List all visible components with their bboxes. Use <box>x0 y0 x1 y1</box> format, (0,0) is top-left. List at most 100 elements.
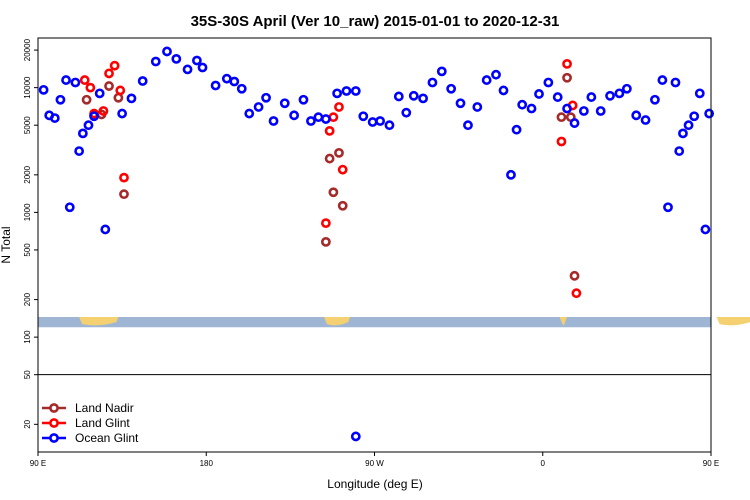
ocean-glint-point <box>650 94 660 105</box>
ocean-glint-point <box>162 46 172 57</box>
ocean-glint-point <box>137 76 148 86</box>
y-tick-label: 200 <box>23 292 32 306</box>
land-nadir-point <box>119 189 129 200</box>
ocean-glint-point <box>586 92 597 102</box>
ocean-glint-point <box>657 75 668 85</box>
x-tick-label: 0 <box>541 459 546 468</box>
ocean-glint-point <box>506 169 516 180</box>
y-tick-label: 500 <box>23 243 32 257</box>
ocean-glint-point <box>221 73 232 84</box>
land-glint-point <box>562 58 572 69</box>
ocean-glint-point <box>77 128 88 139</box>
ocean-glint-point <box>491 69 501 80</box>
ocean-glint-point <box>418 93 429 104</box>
y-tick-label: 5000 <box>23 116 32 134</box>
ocean-glint-point <box>298 94 309 105</box>
land-glint-point <box>334 102 344 112</box>
ocean-glint-point <box>552 92 563 102</box>
ocean-glint-point <box>279 98 290 109</box>
y-tick-label: 100 <box>23 330 32 344</box>
ocean-glint-point <box>543 77 554 88</box>
ocean-glint-point <box>49 113 60 123</box>
ocean-glint-point <box>306 116 316 126</box>
land-glint-point <box>115 85 126 96</box>
legend-marker-ocean-glint <box>49 433 59 443</box>
ocean-glint-point <box>408 90 419 101</box>
ocean-glint-point <box>670 77 681 88</box>
ocean-glint-point <box>498 85 509 96</box>
land-glint-point <box>85 82 96 93</box>
ocean-glint-point <box>61 75 71 85</box>
land-nadir-point <box>104 81 114 91</box>
ocean-glint-point <box>436 66 447 77</box>
land-nadir-point <box>324 153 335 164</box>
ocean-glint-point <box>595 106 606 116</box>
ocean-glint-point <box>614 88 625 99</box>
ocean-glint-point <box>197 62 208 73</box>
legend-label-land-nadir: Land Nadir <box>75 401 134 415</box>
ocean-glint-point <box>350 86 361 96</box>
y-tick-label: 10000 <box>23 76 32 99</box>
land-glint-point <box>119 172 129 183</box>
ocean-glint-point <box>341 86 352 96</box>
ocean-glint-point <box>210 80 221 91</box>
ocean-glint-point <box>631 110 642 121</box>
ocean-glint-point <box>117 108 128 119</box>
land-nadir-point <box>556 112 567 123</box>
ocean-glint-point <box>100 224 111 235</box>
data-marks <box>38 46 715 442</box>
ocean-glint-point <box>350 431 361 442</box>
chart-title: 35S-30S April (Ver 10_raw) 2015-01-01 to… <box>191 13 560 30</box>
legend-label-ocean-glint: Ocean Glint <box>75 431 139 445</box>
ocean-glint-point <box>320 114 331 124</box>
y-tick-label: 2000 <box>23 165 32 183</box>
y-tick-label: 50 <box>23 370 32 379</box>
ocean-glint-point <box>70 77 81 88</box>
land-glint-point <box>320 218 331 229</box>
ocean-glint-point <box>455 98 466 109</box>
ocean-glint-point <box>704 108 715 119</box>
ocean-glint-point <box>578 106 589 116</box>
ocean-glint-point <box>569 118 580 128</box>
ocean-glint-point <box>332 88 343 99</box>
ocean-glint-point <box>367 117 378 127</box>
land-nadir-point <box>562 72 572 83</box>
land-nadir-point <box>81 94 92 105</box>
ocean-glint-point <box>289 110 300 121</box>
ocean-glint-point <box>38 84 49 95</box>
ocean-glint-point <box>511 124 522 135</box>
ocean-glint-point <box>74 146 85 156</box>
land-glint-point <box>337 164 348 175</box>
ocean-glint-point <box>192 55 202 66</box>
x-tick-label: 90 E <box>30 459 46 468</box>
x-tick-label: 90 W <box>365 459 384 468</box>
x-tick-label: 180 <box>200 459 214 468</box>
ocean-glint-point <box>375 116 386 126</box>
ocean-glint-point <box>640 115 651 125</box>
y-tick-label: 1000 <box>23 203 32 221</box>
land-glint-point <box>328 112 339 123</box>
ocean-glint-point <box>700 224 711 235</box>
ocean-glint-point <box>517 99 528 110</box>
ocean-glint-point <box>244 108 255 119</box>
ocean-glint-point <box>621 83 632 94</box>
y-tick-label: 20000 <box>23 38 32 61</box>
ocean-glint-point <box>150 56 161 67</box>
ocean-glint-point <box>55 94 66 105</box>
south-america-land <box>324 317 351 326</box>
ocean-glint-point <box>689 111 700 122</box>
ocean-glint-point <box>427 77 438 88</box>
ocean-glint-point <box>526 103 537 114</box>
land-glint-point <box>79 75 90 85</box>
plot-area <box>37 37 750 453</box>
land-nadir-point <box>320 236 331 247</box>
ocean-glint-point <box>663 202 673 213</box>
y-axis: 20 50 100 200 500 1000 2000 5000 10000 20000 <box>23 38 38 429</box>
x-axis: 90 E 180 90 W 0 90 E <box>30 452 719 468</box>
ocean-glint-point <box>401 107 412 118</box>
legend-marker-land-nadir <box>49 403 59 413</box>
ocean-glint-point <box>261 92 271 103</box>
ocean-glint-point <box>94 88 105 99</box>
